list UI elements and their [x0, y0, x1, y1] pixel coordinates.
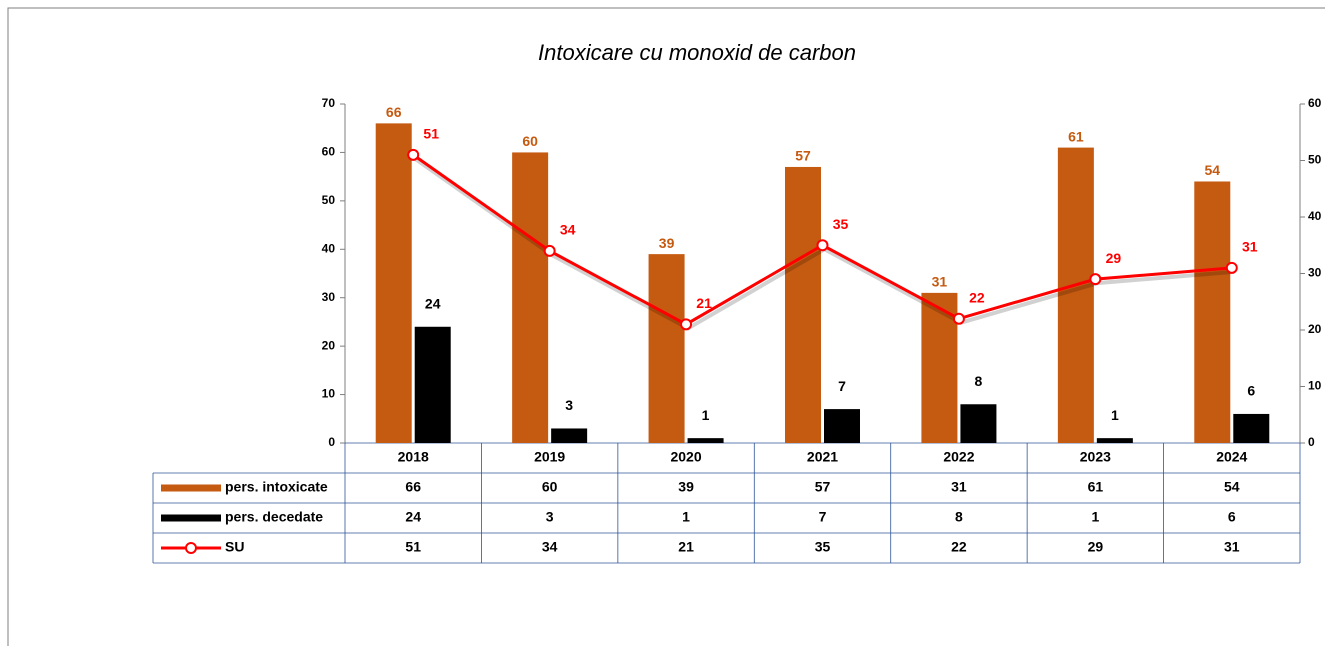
table-cell: 31	[1224, 539, 1240, 555]
x-tick-label: 2023	[1080, 449, 1111, 465]
data-label: 3	[565, 397, 573, 413]
data-label: 21	[696, 295, 712, 311]
legend-label: pers. intoxicate	[225, 479, 328, 495]
bar	[1057, 147, 1094, 444]
table-cell: 51	[405, 539, 421, 555]
data-label: 54	[1204, 162, 1220, 178]
table-cell: 66	[405, 479, 421, 495]
x-tick-label: 2024	[1216, 449, 1247, 465]
bar	[687, 438, 724, 443]
data-label: 51	[423, 126, 439, 142]
table-cell: 22	[951, 539, 967, 555]
bar	[375, 123, 412, 443]
table-cell: 57	[815, 479, 831, 495]
y-tick-label: 20	[322, 338, 336, 352]
table-cell: 7	[819, 509, 827, 525]
data-label: 22	[969, 289, 985, 305]
y2-tick-label: 20	[1308, 322, 1322, 336]
table-cell: 39	[678, 479, 694, 495]
x-tick-label: 2019	[534, 449, 565, 465]
data-label: 6	[1247, 383, 1255, 399]
table-cell: 21	[678, 539, 694, 555]
line-marker	[680, 318, 693, 331]
table-cell: 3	[546, 509, 554, 525]
line-marker	[543, 244, 556, 257]
table-cell: 29	[1088, 539, 1104, 555]
x-tick-label: 2021	[807, 449, 838, 465]
table-cell: 31	[951, 479, 967, 495]
table-cell: 24	[405, 509, 421, 525]
data-label: 39	[659, 235, 675, 251]
data-label: 66	[386, 104, 402, 120]
y-tick-label: 0	[328, 435, 335, 449]
data-label: 31	[1242, 239, 1258, 255]
y-tick-label: 60	[322, 145, 336, 159]
x-tick-label: 2018	[398, 449, 429, 465]
data-label: 8	[975, 373, 983, 389]
data-label: 61	[1068, 128, 1084, 144]
legend-key	[161, 484, 221, 492]
x-tick-label: 2020	[670, 449, 701, 465]
y2-tick-label: 0	[1308, 435, 1315, 449]
bar	[551, 428, 588, 443]
table-cell: 8	[955, 509, 963, 525]
y-tick-label: 50	[322, 193, 336, 207]
legend-label: pers. decedate	[225, 509, 323, 525]
bar	[1194, 181, 1231, 443]
bar	[512, 152, 549, 443]
bar	[1096, 438, 1133, 443]
data-label: 1	[702, 407, 710, 423]
line-marker	[1225, 261, 1238, 274]
y2-tick-label: 40	[1308, 209, 1322, 223]
table-cell: 61	[1088, 479, 1104, 495]
table-cell: 35	[815, 539, 831, 555]
table-cell: 6	[1228, 509, 1236, 525]
data-label: 24	[425, 295, 441, 311]
data-label: 60	[522, 133, 538, 149]
data-label: 34	[560, 222, 576, 238]
line-marker	[1089, 273, 1102, 286]
bar	[824, 409, 860, 443]
line-marker	[952, 312, 965, 325]
legend-key	[161, 514, 221, 522]
bar	[785, 166, 821, 443]
table-cell: 60	[542, 479, 558, 495]
line-marker	[407, 148, 420, 161]
y2-tick-label: 10	[1308, 379, 1322, 393]
table-cell: 34	[542, 539, 558, 555]
bar	[1233, 413, 1270, 443]
bar	[648, 254, 685, 443]
y2-tick-label: 50	[1308, 153, 1322, 167]
bar	[414, 326, 451, 443]
bar	[960, 404, 997, 443]
legend-key	[185, 542, 197, 554]
y-tick-label: 30	[322, 290, 336, 304]
data-label: 35	[833, 216, 849, 232]
chart-title: Intoxicare cu monoxid de carbon	[538, 40, 856, 65]
y-tick-label: 40	[322, 241, 336, 255]
y-tick-label: 10	[322, 387, 336, 401]
y-tick-label: 70	[322, 96, 336, 110]
x-tick-label: 2022	[943, 449, 974, 465]
line-marker	[816, 239, 829, 252]
bar	[921, 292, 958, 443]
data-label: 1	[1111, 407, 1119, 423]
data-label: 57	[795, 148, 811, 164]
legend-label: SU	[225, 539, 244, 555]
y2-tick-label: 30	[1308, 266, 1322, 280]
y2-tick-label: 60	[1308, 96, 1322, 110]
data-label: 7	[838, 378, 846, 394]
table-cell: 1	[682, 509, 690, 525]
table-cell: 54	[1224, 479, 1240, 495]
data-label: 31	[932, 274, 948, 290]
data-label: 29	[1106, 250, 1122, 266]
table-cell: 1	[1091, 509, 1099, 525]
